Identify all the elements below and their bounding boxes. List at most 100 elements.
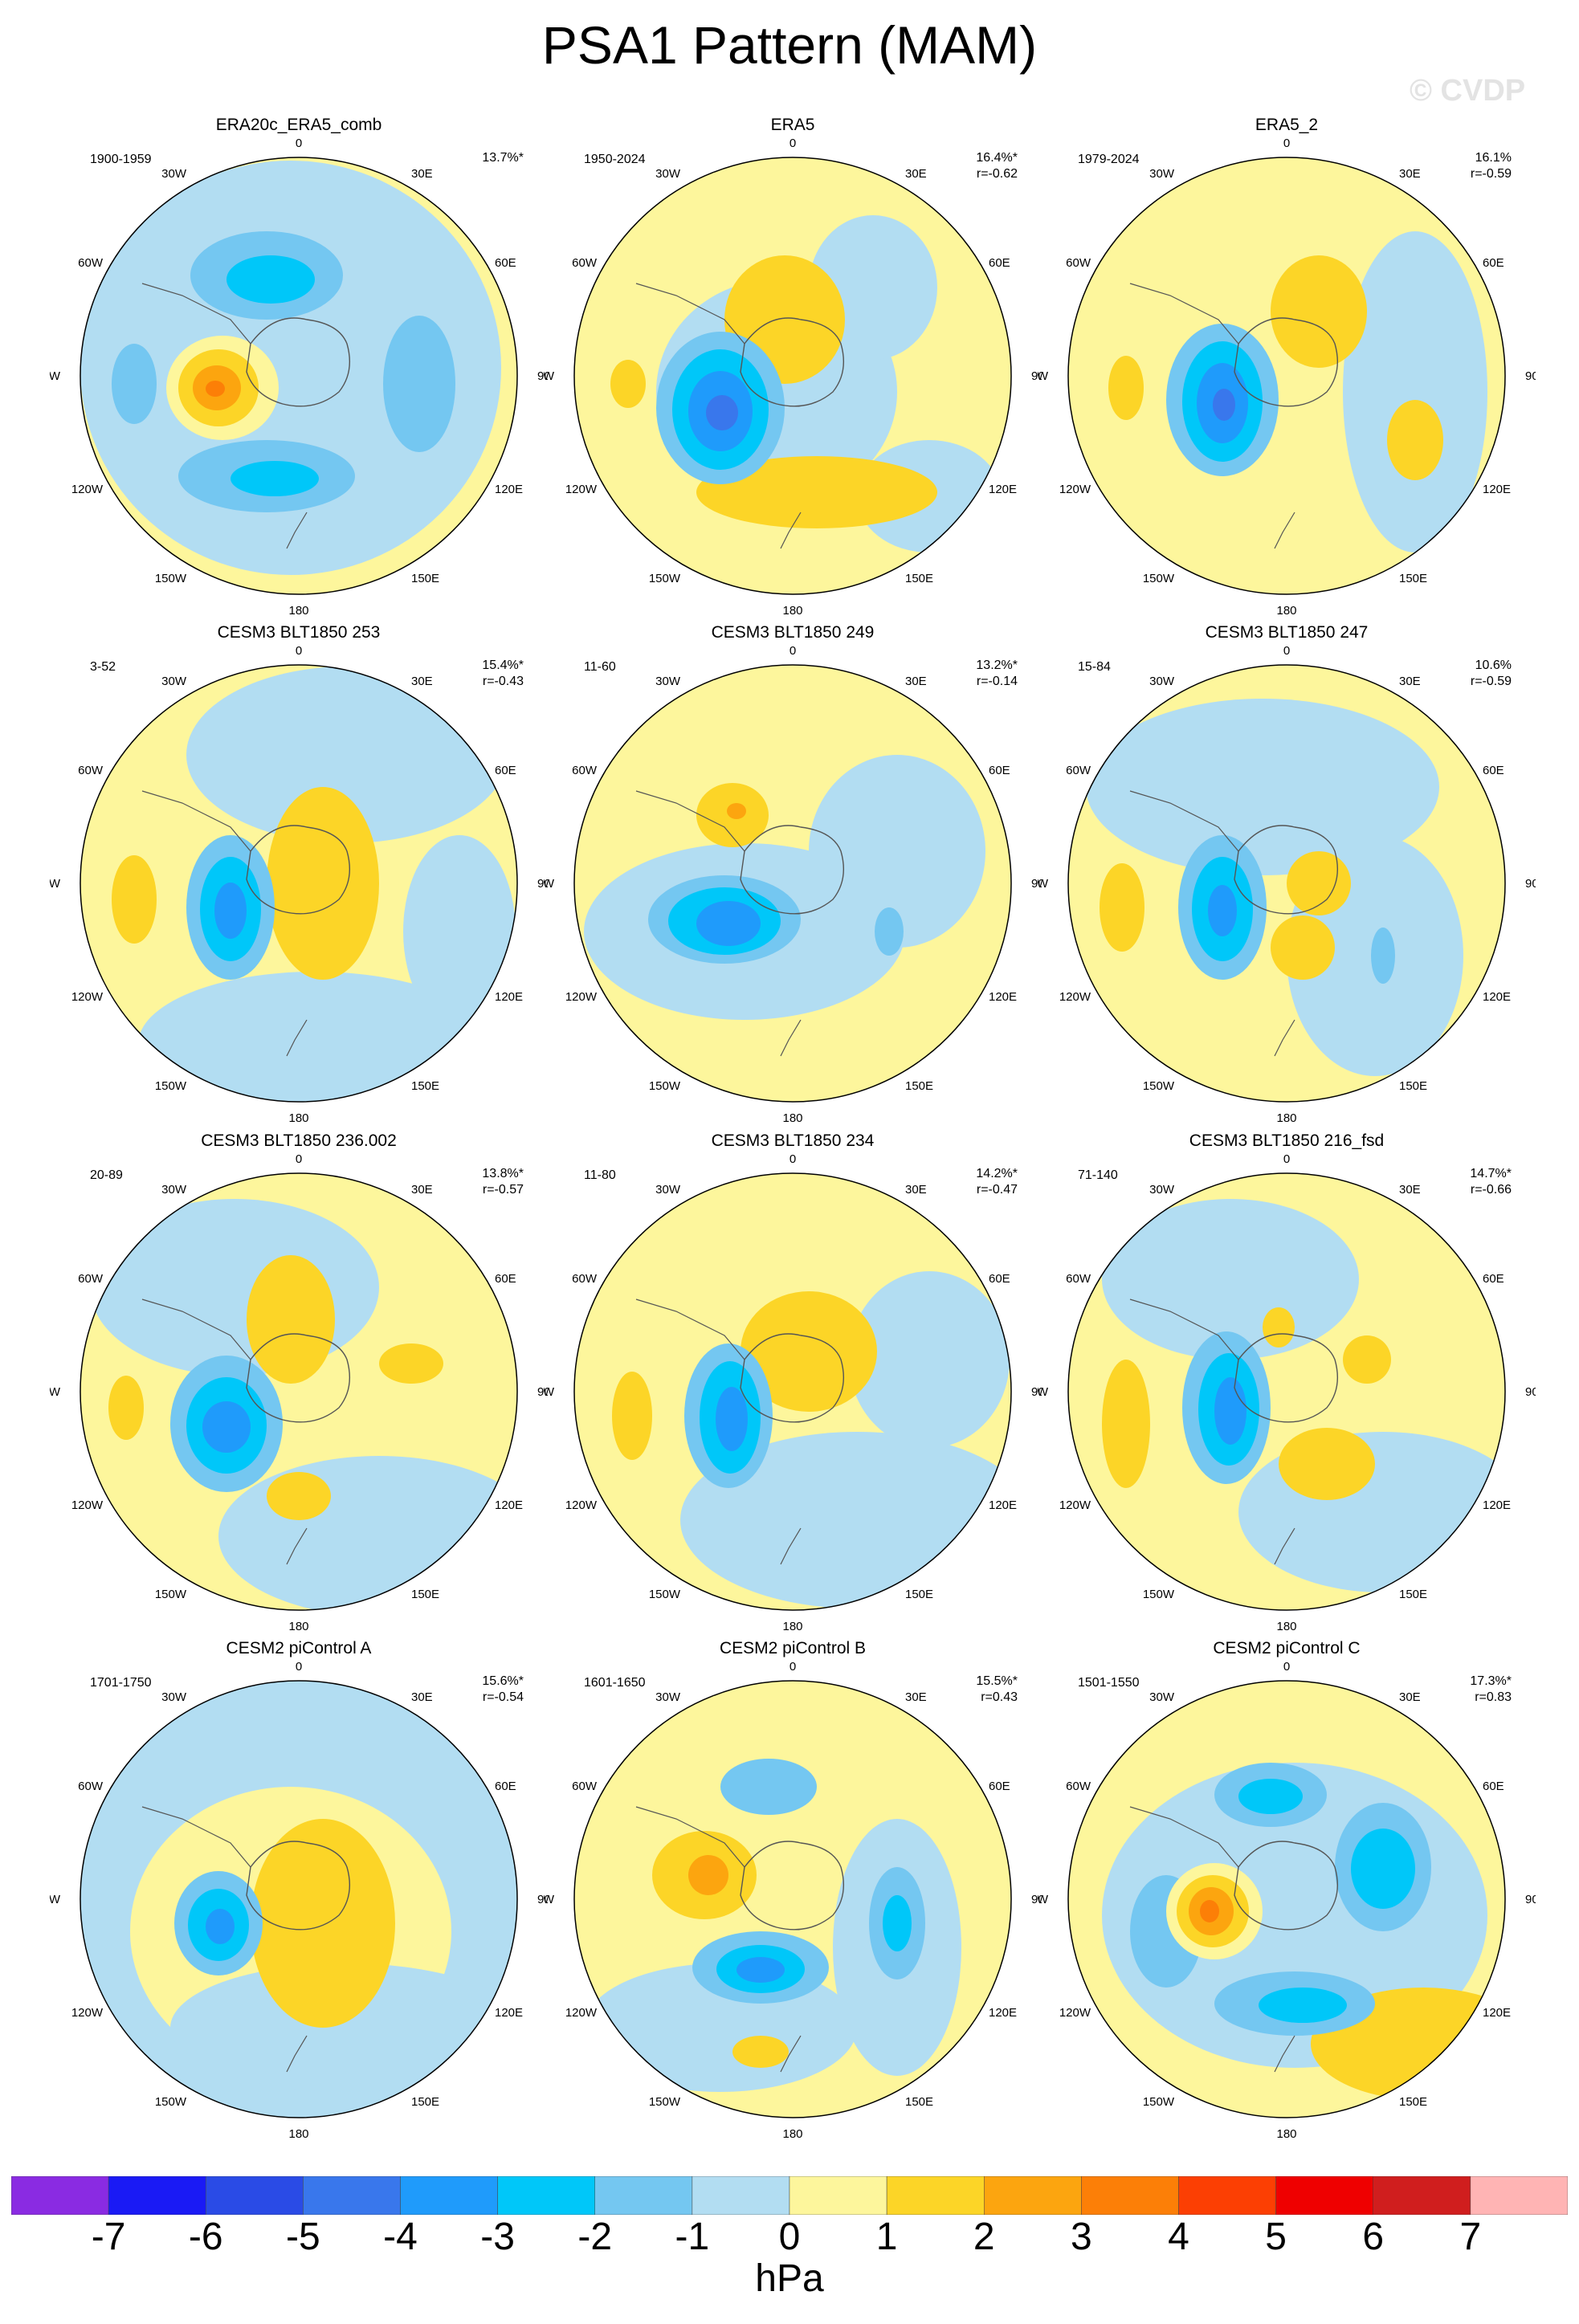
south-america-coastline [141, 283, 251, 345]
antarctica-coastline [246, 1841, 351, 1931]
longitude-label: 60E [495, 1780, 516, 1793]
polar-map: 0 30E 60E 90E 120E 150E 180 150W 120W 90W 60W 30W [544, 1660, 1042, 2141]
longitude-label: 30E [411, 675, 433, 688]
map-border [573, 664, 1012, 1103]
panel-variance: 14.2%* [976, 1167, 1018, 1180]
longitude-label: 90W [1038, 877, 1049, 891]
panel-years: 3-52 [90, 660, 116, 674]
longitude-label: 180 [288, 1111, 308, 1125]
longitude-label: 30W [655, 167, 681, 181]
longitude-label: 120W [71, 1498, 104, 1512]
antarctica-coastline [740, 317, 845, 407]
antarctica-coastline [740, 825, 845, 915]
polar-map: 0 30E 60E 90E 120E 150E 180 150W 120W 90W 60W 30W [1038, 137, 1536, 618]
antarctica-coastline [246, 825, 351, 915]
longitude-label: 30W [161, 1690, 187, 1704]
panel-years: 1900-1959 [90, 153, 152, 166]
longitude-label: 60E [1483, 256, 1504, 270]
longitude-label: 180 [782, 2127, 802, 2141]
map-panel: 0 30E 60E 90E 120E 150E 180 150W 120W 90W 60W 30W ER… [1038, 111, 1536, 625]
longitude-label: 150W [649, 572, 681, 585]
contour-region [108, 1376, 144, 1440]
longitude-label: 120E [1483, 483, 1511, 496]
contour-region [1271, 915, 1335, 980]
contour-fill-group [574, 1681, 1011, 2118]
panel-variance: 10.6% [1475, 658, 1512, 672]
panel-title: CESM3 BLT1850 253 [217, 623, 381, 642]
longitude-label: 60W [78, 1272, 104, 1286]
longitude-label: 120W [71, 990, 104, 1004]
contour-region [1102, 1360, 1150, 1488]
colorbar-tick-label: -5 [286, 2216, 320, 2258]
polar-map: 0 30E 60E 90E 120E 150E 180 150W 120W 90W 60W 30W [1038, 1660, 1536, 2141]
longitude-label: 180 [782, 1620, 802, 1633]
longitude-label: 90E [537, 1893, 548, 1906]
longitude-label: 30W [161, 167, 187, 181]
polar-map: 0 30E 60E 90E 120E 150E 180 150W 120W 90W 60W 30W [544, 644, 1042, 1125]
contour-region [1102, 1199, 1359, 1360]
polar-map: 0 30E 60E 90E 120E 150E 180 150W 120W 90W 60W 30W [544, 1152, 1042, 1633]
contour-region [720, 1759, 817, 1815]
panel-variance: 16.4%* [976, 151, 1018, 165]
longitude-label: 150E [411, 1079, 439, 1093]
longitude-label: 60W [78, 1780, 104, 1793]
longitude-label: 0 [1283, 1152, 1290, 1166]
contour-region [170, 1963, 517, 2092]
contour-region [706, 395, 738, 430]
longitude-label: 90E [1031, 1893, 1042, 1906]
panel-variance: 13.2%* [976, 658, 1018, 672]
longitude-label: 150E [411, 1588, 439, 1601]
longitude-label: 180 [1276, 604, 1296, 618]
new-zealand-coastline [286, 512, 308, 549]
contour-region [716, 1387, 748, 1451]
contour-fill-group [1068, 1681, 1505, 2118]
longitude-label: 0 [296, 137, 302, 150]
panel-correlation: r=-0.59 [1470, 675, 1512, 688]
longitude-label: 150E [905, 2095, 933, 2109]
colorbar-swatch [108, 2176, 206, 2215]
colorbar-tick-label: -1 [675, 2216, 710, 2258]
map-border [573, 1680, 1012, 2118]
panel-title: CESM3 BLT1850 236.002 [201, 1131, 397, 1150]
longitude-label: 90W [544, 877, 555, 891]
longitude-label: 150E [905, 572, 933, 585]
longitude-label: 120E [989, 1498, 1017, 1512]
colorbar-swatch [1178, 2176, 1276, 2215]
colorbar-swatch [400, 2176, 498, 2215]
figure-title: PSA1 Pattern (MAM) [541, 15, 1038, 75]
longitude-label: 60E [989, 1272, 1010, 1286]
longitude-label: 0 [1283, 644, 1290, 658]
south-america-coastline [1129, 283, 1239, 345]
longitude-label: 30E [905, 1690, 927, 1704]
polar-map: 0 30E 60E 90E 120E 150E 180 150W 120W 90W 60W 30W [50, 137, 548, 618]
watermark: © CVDP [1410, 74, 1526, 108]
contour-region [727, 803, 746, 819]
contour-region [612, 1372, 652, 1460]
longitude-label: 30W [655, 675, 681, 688]
colorbar-swatch [497, 2176, 595, 2215]
longitude-label: 90W [50, 877, 61, 891]
map-panel: 0 30E 60E 90E 120E 150E 180 150W 120W 90W 60W 30W CE… [50, 1127, 548, 1641]
contour-region [226, 255, 315, 304]
colorbar-tick-label: 4 [1168, 2216, 1189, 2258]
longitude-label: 90E [1031, 369, 1042, 383]
contour-region [732, 2036, 789, 2068]
longitude-label: 0 [790, 644, 796, 658]
longitude-label: 60W [78, 256, 104, 270]
contour-region [688, 1855, 728, 1895]
longitude-label: 150W [1143, 1079, 1175, 1093]
panel-title: CESM3 BLT1850 247 [1205, 623, 1369, 642]
colorbar-swatch [1470, 2176, 1568, 2215]
contour-region [1387, 400, 1443, 480]
south-america-coastline [141, 1299, 251, 1360]
colorbar-swatch [692, 2176, 790, 2215]
panel-years: 1601-1650 [584, 1676, 646, 1690]
polar-map: 0 30E 60E 90E 120E 150E 180 150W 120W 90W 60W 30W [1038, 1152, 1536, 1633]
panel-title: CESM2 piControl A [226, 1639, 372, 1657]
new-zealand-coastline [286, 1527, 308, 1565]
new-zealand-coastline [780, 1019, 802, 1057]
colorbar-swatch [1275, 2176, 1373, 2215]
longitude-label: 150W [1143, 1588, 1175, 1601]
colorbar-tick-label: -4 [383, 2216, 418, 2258]
colorbar-swatch [789, 2176, 887, 2215]
